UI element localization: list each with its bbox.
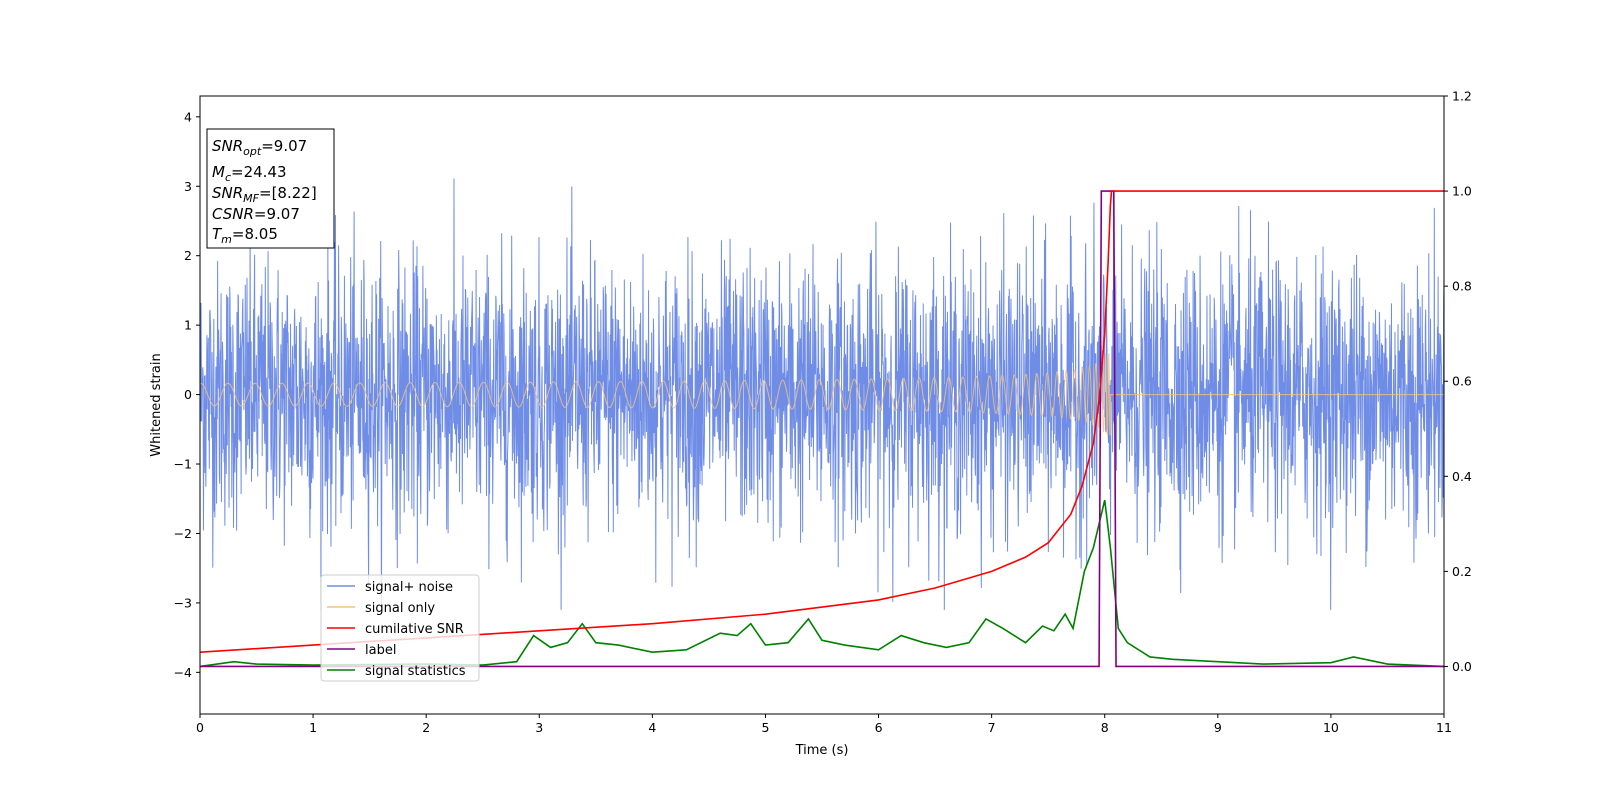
- left-y-tick-label: 0: [184, 387, 192, 402]
- legend-label-label: label: [365, 643, 396, 658]
- x-tick-label: 4: [648, 720, 656, 735]
- right-axis-series: [199, 190, 1445, 668]
- info-snr-opt: SNRopt=9.07: [212, 137, 307, 158]
- right-y-tick-label: 0.0: [1452, 659, 1472, 674]
- legend-label-signal-only: signal only: [365, 601, 435, 616]
- left-y-axis-ticks: −4 −3 −2 −1 0 1 2 3 4: [174, 109, 200, 680]
- legend-label-signal-noise: signal+ noise: [365, 580, 453, 595]
- x-tick-label: 7: [988, 720, 996, 735]
- y-axis-label: Whitened strain: [149, 353, 164, 456]
- x-axis-ticks: 0 1 2 3 4 5 6 7 8 9 10 11: [196, 714, 1452, 735]
- right-y-tick-label: 0.6: [1452, 374, 1472, 389]
- x-tick-label: 10: [1323, 720, 1339, 735]
- left-y-tick-label: 4: [184, 109, 192, 124]
- signal-only-series: [199, 353, 1444, 436]
- x-tick-label: 2: [422, 720, 430, 735]
- info-chirp-mass: Mc=24.43: [212, 163, 287, 184]
- x-tick-label: 5: [761, 720, 769, 735]
- left-y-tick-label: 2: [184, 248, 192, 263]
- x-tick-label: 0: [196, 720, 204, 735]
- x-tick-label: 8: [1101, 720, 1109, 735]
- metrics-info-box: SNRopt=9.07 Mc=24.43 SNRMF=[8.22] CSNR=9…: [206, 128, 335, 249]
- right-y-tick-label: 0.4: [1452, 469, 1472, 484]
- left-y-tick-label: 3: [184, 179, 192, 194]
- x-axis-label: Time (s): [795, 743, 849, 758]
- info-snr-mf: SNRMF=[8.22]: [212, 184, 317, 205]
- right-y-tick-label: 0.8: [1452, 279, 1472, 294]
- left-y-tick-label: −1: [174, 457, 192, 472]
- label-line: [200, 190, 1444, 668]
- info-merger-time: Tm=8.05: [212, 225, 278, 246]
- legend-frame: [320, 574, 480, 682]
- legend-label-cumulative-snr: cumilative SNR: [365, 622, 464, 637]
- left-y-tick-label: −2: [174, 526, 192, 541]
- x-tick-label: 6: [875, 720, 883, 735]
- right-y-tick-label: 1.0: [1452, 184, 1472, 199]
- plot-frame: [199, 95, 1445, 715]
- signal-noise-line: [199, 178, 1445, 610]
- left-y-tick-label: 1: [184, 318, 192, 333]
- x-tick-label: 3: [535, 720, 543, 735]
- signal-noise-series: [199, 178, 1445, 610]
- signal-statistics-line: [199, 499, 1445, 668]
- right-y-tick-label: 1.2: [1452, 89, 1472, 104]
- legend-label-signal-statistics: signal statistics: [365, 664, 466, 679]
- info-box-frame: [206, 128, 335, 249]
- right-y-axis-ticks: 0.0 0.2 0.4 0.6 0.8 1.0 1.2: [1444, 89, 1472, 674]
- legend: signal+ noise signal only cumilative SNR…: [320, 574, 480, 682]
- cumulative-snr-line: [199, 190, 1444, 653]
- left-y-tick-label: −3: [174, 595, 192, 610]
- info-csnr: CSNR=9.07: [212, 205, 300, 223]
- signal-only-line: [199, 353, 1444, 436]
- x-tick-label: 1: [309, 720, 317, 735]
- x-tick-label: 11: [1436, 720, 1452, 735]
- x-tick-label: 9: [1214, 720, 1222, 735]
- left-y-tick-label: −4: [174, 665, 192, 680]
- right-y-tick-label: 0.2: [1452, 564, 1472, 579]
